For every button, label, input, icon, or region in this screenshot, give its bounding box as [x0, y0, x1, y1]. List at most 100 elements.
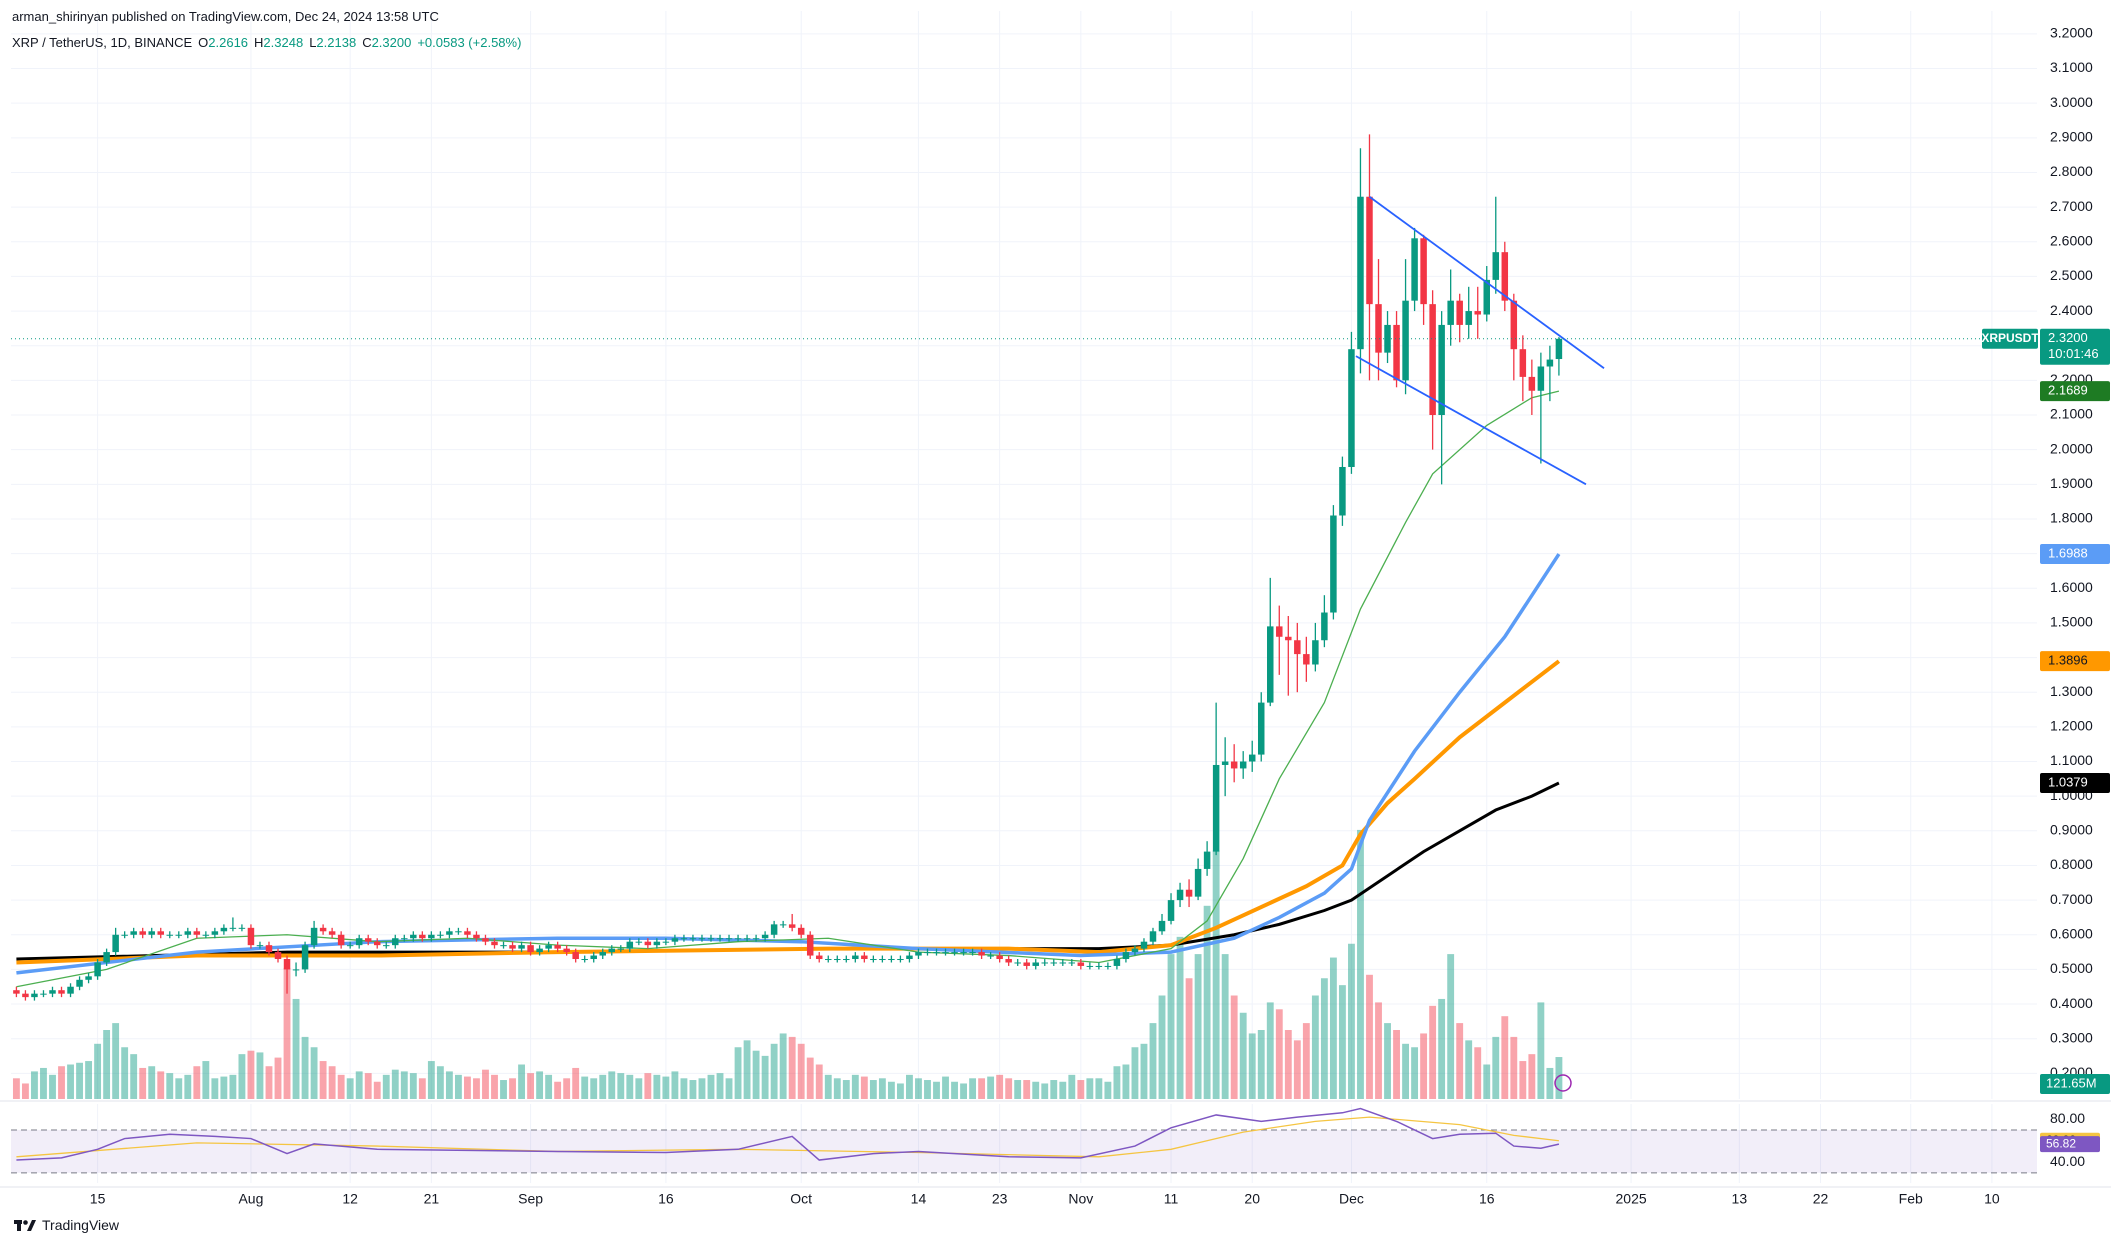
candle-body	[581, 959, 588, 961]
candle-body	[806, 934, 814, 956]
volume-bar	[824, 1074, 832, 1099]
candle-body	[130, 931, 137, 935]
volume-bar	[1176, 936, 1184, 1099]
volume-bar	[220, 1076, 228, 1099]
y-tick-label: 2.9000	[2050, 129, 2093, 145]
candle-body	[752, 938, 760, 940]
candle-body	[635, 941, 643, 943]
candle-body	[455, 931, 462, 933]
volume-bar	[1402, 1043, 1409, 1099]
ohlc-value: 2.2138	[316, 35, 357, 50]
candle-body	[1285, 636, 1292, 641]
y-tick-label: 2.4000	[2050, 302, 2093, 318]
candle-body	[1528, 376, 1536, 391]
candle-body	[671, 938, 679, 942]
candle-body	[437, 934, 444, 936]
candle-body	[1086, 965, 1094, 967]
volume-bar	[1555, 1057, 1563, 1099]
volume-bar	[707, 1074, 715, 1099]
volume-bar	[1032, 1081, 1040, 1099]
y-tick-label: 1.2000	[2050, 718, 2093, 734]
volume-bar	[1546, 1067, 1554, 1099]
candle-body	[1248, 754, 1256, 762]
candle-body	[897, 959, 904, 961]
ohlc-letter: O	[198, 35, 209, 50]
y-tick-label: 3.0000	[2050, 94, 2093, 110]
candle-body	[202, 934, 210, 936]
candle-body	[49, 990, 56, 994]
volume-bar	[770, 1043, 778, 1099]
candle-body	[888, 959, 895, 961]
candle-body	[346, 945, 354, 947]
candle-body	[247, 927, 255, 946]
volume-bar	[337, 1074, 345, 1099]
candle-body	[220, 927, 228, 932]
volume-bar	[1230, 995, 1238, 1099]
candle-body	[473, 934, 480, 939]
y-tick-label: 1.6000	[2050, 579, 2093, 595]
volume-bar	[752, 1050, 760, 1099]
volume-bar	[806, 1057, 814, 1099]
volume-bar	[274, 1057, 282, 1099]
volume-bar	[103, 1030, 111, 1099]
y-tick-label: 2.8000	[2050, 163, 2093, 179]
volume-bar	[139, 1067, 147, 1099]
candle-body	[1131, 948, 1139, 953]
price-label-box	[2040, 544, 2110, 565]
ohlc-letter: C	[362, 35, 372, 50]
rsi-label: 56.82	[2046, 1136, 2076, 1150]
candle-body	[103, 952, 110, 963]
volume-bar	[464, 1076, 471, 1099]
y-tick-label: 2.7000	[2050, 198, 2093, 214]
volume-bar	[1185, 978, 1193, 1099]
volume-bar	[644, 1073, 652, 1099]
volume-bar	[987, 1076, 995, 1099]
candle-body	[924, 952, 931, 954]
candle-body	[292, 969, 300, 971]
candle-body	[852, 955, 859, 960]
candle-body	[563, 948, 570, 953]
x-tick-label: Oct	[790, 1191, 812, 1207]
candle-body	[58, 990, 65, 994]
header: arman_shirinyan published on TradingView…	[12, 4, 527, 56]
candle-body	[942, 952, 949, 954]
volume-bar	[1023, 1080, 1031, 1099]
symbol: XRP / TetherUS, 1D, BINANCE	[12, 35, 193, 50]
candle-body	[960, 952, 967, 954]
candle-body	[464, 931, 471, 935]
volume-bar	[166, 1073, 174, 1099]
candle-body	[1537, 366, 1545, 391]
candle-body	[933, 952, 940, 954]
volume-bar	[112, 1023, 120, 1099]
candle-body	[383, 945, 390, 947]
volume-bar	[842, 1080, 850, 1099]
x-tick-label: 16	[658, 1191, 674, 1207]
moving-average	[16, 390, 1560, 988]
candle-body	[1402, 300, 1409, 381]
candle-body	[301, 945, 309, 970]
candle-body	[319, 927, 327, 932]
candle-body	[626, 941, 634, 949]
volume-bar	[364, 1073, 372, 1099]
volume-bar	[283, 967, 291, 1099]
y-tick-label: 0.4000	[2050, 995, 2093, 1011]
candle-body	[355, 938, 363, 946]
volume-bar	[373, 1081, 381, 1099]
candle-body	[94, 962, 101, 977]
volume-bar	[906, 1074, 913, 1099]
volume-bar	[680, 1078, 688, 1099]
volume-bar	[1429, 1005, 1437, 1099]
candle-body	[238, 927, 246, 929]
volume-bar	[22, 1083, 29, 1099]
symbol-line: XRP / TetherUS, 1D, BINANCE O2.2616 H2.324…	[12, 30, 527, 56]
volume-bar	[572, 1067, 580, 1099]
candle-body	[536, 948, 543, 953]
candle-body	[653, 941, 661, 946]
y-tick-label: 2.6000	[2050, 232, 2093, 248]
y-tick-label: 3.2000	[2050, 25, 2093, 41]
candle-body	[112, 934, 119, 953]
volume-bar	[211, 1078, 219, 1099]
volume-bar	[626, 1074, 634, 1099]
volume-bar	[1275, 1009, 1283, 1099]
volume-bar	[40, 1067, 47, 1099]
